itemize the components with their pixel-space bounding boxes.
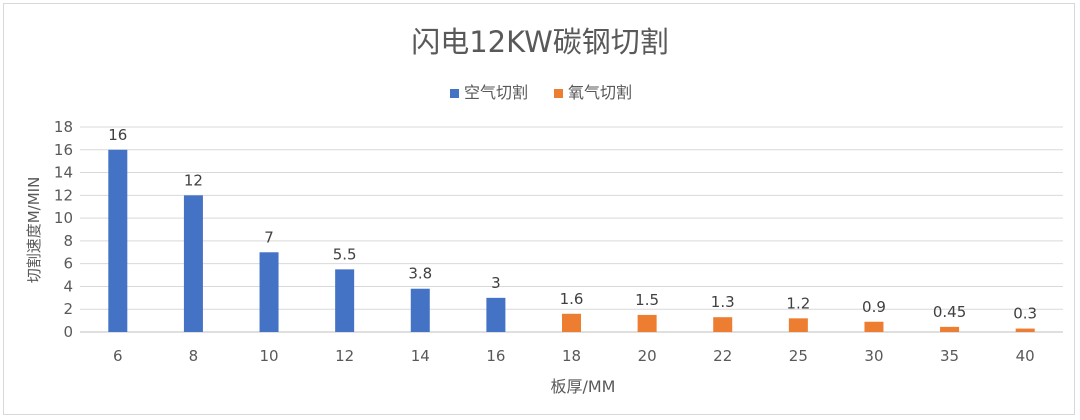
data-label: 1.5 bbox=[635, 291, 659, 309]
y-tick-label: 16 bbox=[54, 141, 73, 159]
data-label: 3 bbox=[491, 274, 501, 292]
x-tick-label: 35 bbox=[940, 347, 959, 365]
bar bbox=[1015, 328, 1035, 332]
bar bbox=[788, 318, 808, 332]
x-tick-label: 12 bbox=[335, 347, 354, 365]
y-tick-label: 14 bbox=[54, 164, 73, 182]
legend: 空气切割 氧气切割 bbox=[450, 83, 632, 102]
legend-label-air: 空气切割 bbox=[464, 83, 528, 102]
x-tick-label: 16 bbox=[486, 347, 505, 365]
data-label: 0.9 bbox=[862, 298, 886, 316]
data-label: 1.6 bbox=[560, 290, 584, 308]
y-axis-ticks: 0 2 4 6 8 10 12 14 16 18 bbox=[54, 118, 73, 341]
legend-label-oxygen: 氧气切割 bbox=[568, 83, 632, 102]
legend-swatch-air bbox=[450, 89, 459, 98]
x-tick-label: 30 bbox=[864, 347, 883, 365]
x-tick-label: 25 bbox=[789, 347, 808, 365]
bar bbox=[864, 321, 884, 332]
data-labels: 16 12 7 5.5 3.8 3 1.6 1.5 1.3 1.2 0.9 0.45 0.3 bbox=[108, 126, 1037, 323]
data-label: 7 bbox=[264, 228, 274, 246]
y-tick-label: 8 bbox=[63, 232, 73, 250]
x-tick-label: 18 bbox=[562, 347, 581, 365]
data-label: 0.3 bbox=[1013, 305, 1037, 323]
x-tick-label: 14 bbox=[411, 347, 430, 365]
bar bbox=[713, 317, 733, 332]
data-label: 3.8 bbox=[408, 265, 432, 283]
x-tick-label: 20 bbox=[638, 347, 657, 365]
data-label: 0.45 bbox=[933, 303, 966, 321]
gridlines bbox=[80, 126, 1063, 333]
y-tick-label: 6 bbox=[63, 255, 73, 273]
bar bbox=[335, 269, 355, 332]
bar bbox=[940, 326, 960, 332]
chart-title: 闪电12KW碳钢切割 bbox=[411, 25, 669, 59]
y-axis-title: 切割速度M/MIN bbox=[25, 177, 43, 284]
x-tick-label: 22 bbox=[713, 347, 732, 365]
legend-swatch-oxygen bbox=[554, 89, 563, 98]
data-label: 1.3 bbox=[711, 293, 735, 311]
y-tick-label: 4 bbox=[63, 277, 73, 295]
bar bbox=[410, 288, 430, 332]
bars bbox=[108, 149, 1035, 332]
data-label: 1.2 bbox=[786, 294, 810, 312]
x-tick-label: 8 bbox=[189, 347, 199, 365]
y-tick-label: 10 bbox=[54, 209, 73, 227]
x-axis-ticks: 6 8 10 12 14 16 18 20 22 25 30 35 40 bbox=[113, 347, 1035, 365]
y-tick-label: 12 bbox=[54, 186, 73, 204]
chart-frame bbox=[3, 3, 1075, 415]
x-axis-title: 板厚/MM bbox=[550, 377, 615, 396]
x-tick-label: 10 bbox=[259, 347, 278, 365]
x-tick-label: 6 bbox=[113, 347, 123, 365]
bar bbox=[637, 314, 657, 332]
data-label: 5.5 bbox=[333, 245, 357, 263]
bar bbox=[108, 149, 128, 332]
y-tick-label: 2 bbox=[63, 300, 73, 318]
bar bbox=[486, 297, 506, 332]
x-tick-label: 40 bbox=[1016, 347, 1035, 365]
data-label: 16 bbox=[108, 126, 127, 144]
data-label: 12 bbox=[184, 171, 203, 189]
y-tick-label: 0 bbox=[63, 323, 73, 341]
bar bbox=[562, 313, 581, 332]
bar bbox=[183, 195, 203, 332]
y-tick-label: 18 bbox=[54, 118, 73, 136]
bar bbox=[259, 252, 279, 332]
